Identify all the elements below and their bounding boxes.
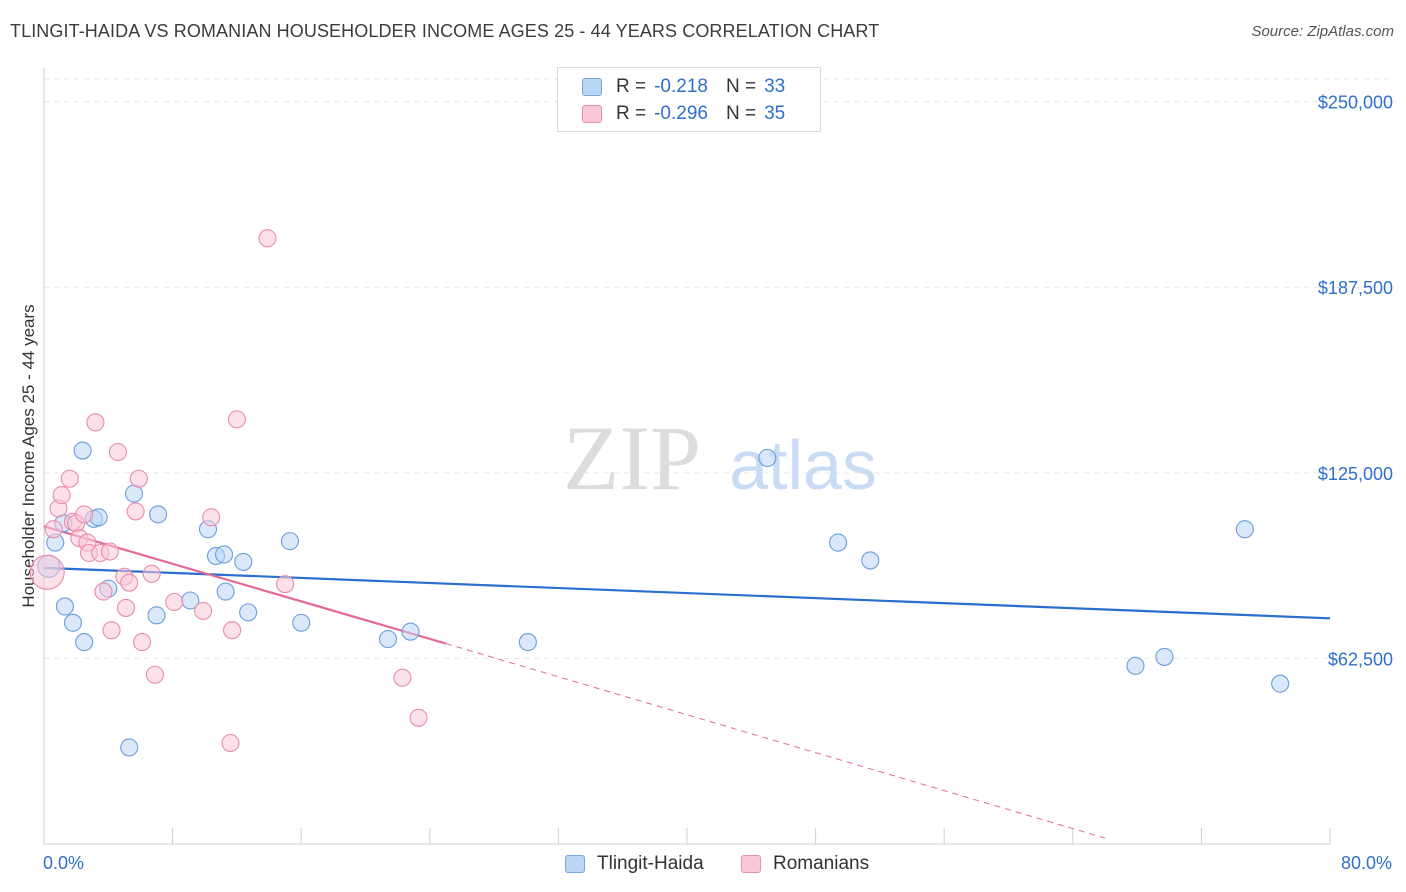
data-point-tlingit-haida [73,441,92,460]
x-axis-max-label: 80.0% [1340,853,1392,873]
data-point-romanians [409,708,428,727]
axes [43,68,1331,845]
data-point-romanians [133,633,152,652]
data-point-tlingit-haida [1155,647,1174,666]
data-point-tlingit-haida [1235,520,1254,539]
data-point-romanians [108,442,127,462]
data-point-romanians [100,542,119,561]
data-point-tlingit-haida [758,448,777,468]
data-point-romanians [165,592,184,612]
data-point-romanians [116,598,136,617]
data-point-romanians [126,502,145,521]
legend-swatch-tlingit-haida [582,78,602,96]
series-swatch-tlingit-haida [565,855,585,873]
data-point-romanians [258,229,277,248]
series-legend-romanians[interactable]: Romanians [741,852,869,876]
data-point-romanians [120,573,139,592]
data-point-tlingit-haida [1126,656,1145,675]
legend-row-romanians: R = -0.296 N = 35 [582,102,785,126]
data-point-tlingit-haida [401,622,420,641]
data-point-romanians [393,668,412,687]
data-point-romanians [221,733,240,753]
data-point-tlingit-haida [861,551,880,570]
data-point-tlingit-haida [216,582,235,601]
y-tick-labels: $62,500 $125,000 $187,500 $250,000 [1318,93,1393,670]
series-label-tlingit-haida: Tlingit-Haida [597,853,704,874]
legend-swatch-romanians [582,105,602,123]
data-point-tlingit-haida [149,505,168,524]
y-tick-label: $125,000 [1318,464,1393,484]
data-point-tlingit-haida [234,552,253,571]
legend-row-tlingit-haida: R = -0.218 N = 33 [582,75,785,99]
data-point-romanians [276,575,295,594]
data-point-romanians [223,621,242,640]
y-tick-label: $62,500 [1328,649,1393,669]
legend-r-value: -0.218 [654,76,708,97]
chart-title: TLINGIT-HAIDA VS ROMANIAN HOUSEHOLDER IN… [10,21,880,41]
data-point-romanians [86,413,105,432]
data-point-romanians [52,486,71,505]
source-label: Source: ZipAtlas.com [1251,23,1394,40]
series-legend-tlingit-haida[interactable]: Tlingit-Haida [565,852,704,876]
correlation-legend: R = -0.218 N = 33 R = -0.296 N = 35 [557,67,821,132]
data-point-tlingit-haida [280,532,299,551]
trend-line-tlingit-haida [43,566,1331,620]
data-point-tlingit-haida [214,545,234,564]
data-point-tlingit-haida [147,606,166,625]
legend-r-value: -0.296 [654,103,708,124]
data-point-romanians [194,601,213,620]
y-tick-label: $250,000 [1318,93,1393,113]
data-point-tlingit-haida [1271,674,1290,693]
data-point-tlingit-haida [829,533,848,552]
data-point-romanians [102,621,121,640]
data-point-romanians [145,665,164,684]
gridlines [44,78,1395,659]
data-point-tlingit-haida [292,613,311,632]
legend-n-label: N = [725,103,757,124]
data-point-romanians [227,410,246,429]
data-point-tlingit-haida [239,603,258,622]
data-point-romanians [142,564,161,583]
legend-n-value: 33 [764,76,786,97]
legend-r-label: R = [616,103,647,124]
x-axis-min-label: 0.0% [43,853,85,873]
data-point-tlingit-haida [75,633,94,652]
data-point-tlingit-haida [378,630,398,649]
data-point-romanians [94,582,113,601]
data-point-romanians [202,508,221,527]
watermark-atlas: atlas [729,426,877,504]
data-point-romanians [29,554,65,590]
data-point-romanians [60,469,79,488]
data-point-tlingit-haida [55,597,74,616]
watermark: ZIP atlas [563,407,877,509]
data-point-tlingit-haida [518,633,537,652]
series-swatch-romanians [741,855,761,873]
legend-n-label: N = [725,76,757,97]
data-point-tlingit-haida [63,613,82,632]
data-point-romanians [44,520,63,539]
data-point-romanians [129,469,148,488]
watermark-zip: ZIP [563,407,701,509]
trend-lines [43,525,1331,839]
legend-r-label: R = [616,76,647,97]
data-point-romanians [75,505,94,524]
series-label-romanians: Romanians [773,853,870,874]
legend-n-value: 35 [764,103,786,124]
data-points [29,229,1290,757]
y-tick-label: $187,500 [1318,278,1393,298]
trend-extension-romanians [445,643,1106,839]
data-point-tlingit-haida [120,738,139,757]
